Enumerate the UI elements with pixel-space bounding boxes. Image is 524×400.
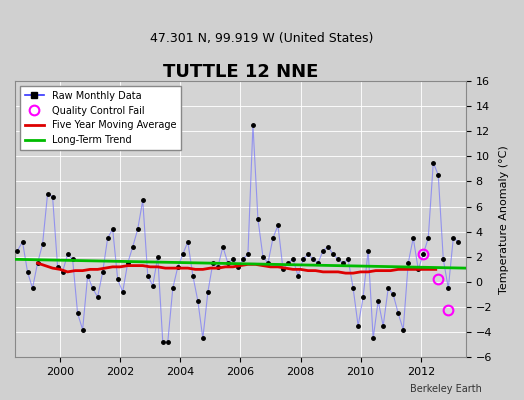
Title: TUTTLE 12 NNE: TUTTLE 12 NNE [163,63,318,81]
Legend: Raw Monthly Data, Quality Control Fail, Five Year Moving Average, Long-Term Tren: Raw Monthly Data, Quality Control Fail, … [20,86,181,150]
Text: 47.301 N, 99.919 W (United States): 47.301 N, 99.919 W (United States) [150,32,374,45]
Y-axis label: Temperature Anomaly (°C): Temperature Anomaly (°C) [499,145,509,294]
Text: Berkeley Earth: Berkeley Earth [410,384,482,394]
